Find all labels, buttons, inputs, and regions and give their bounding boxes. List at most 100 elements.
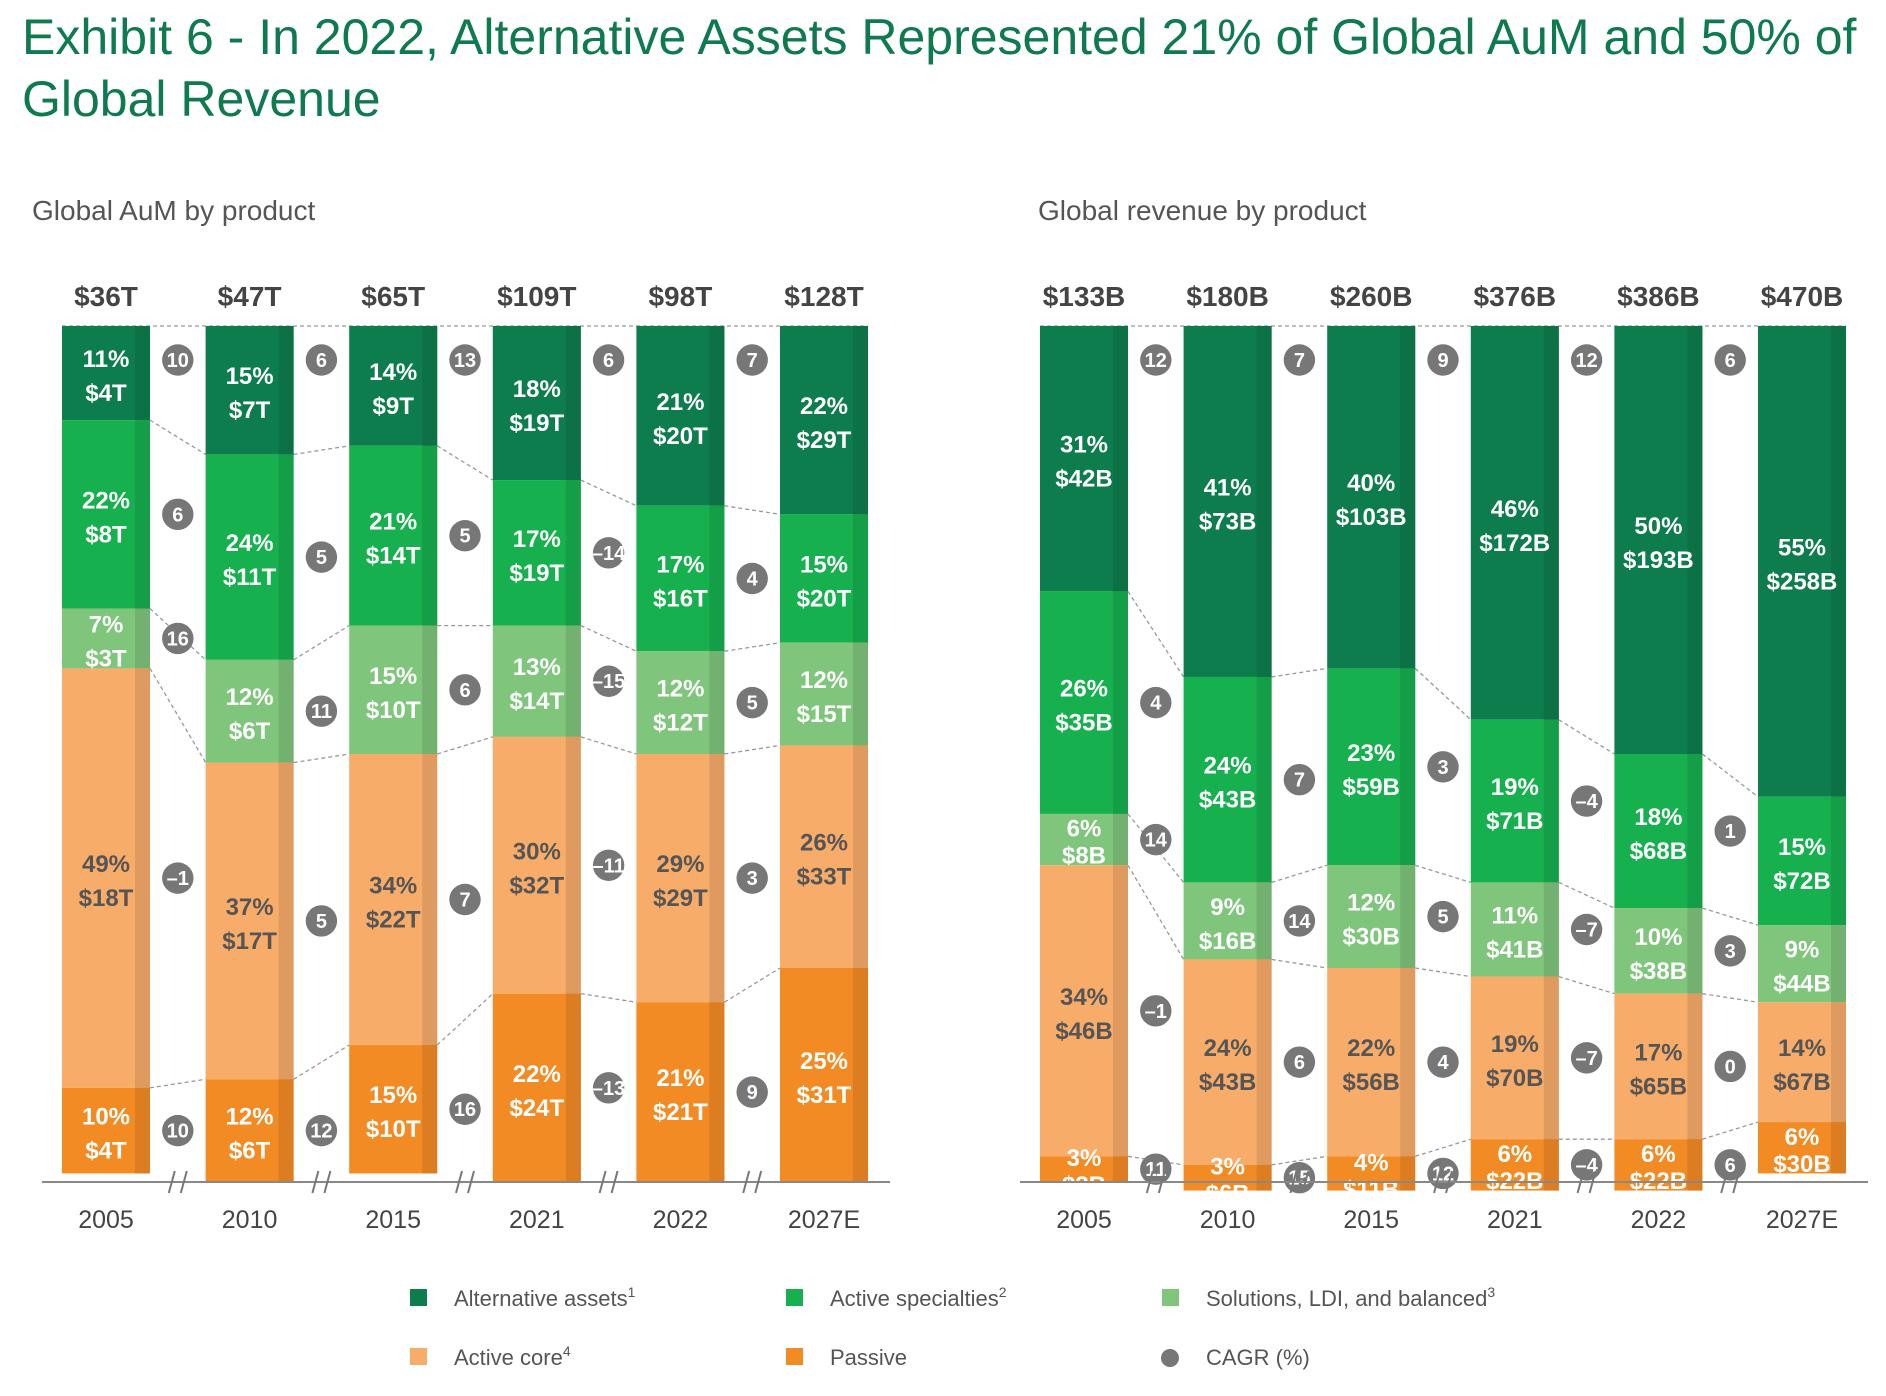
segment-share-label: 4% (1354, 1149, 1389, 1176)
cagr-label: –1 (167, 868, 189, 890)
cagr-label: 5 (316, 547, 327, 569)
bar-segment-shade (1831, 1002, 1846, 1123)
segment-share-label: 40% (1347, 470, 1395, 497)
segment-value-label: $10T (366, 1116, 421, 1143)
axis-break-mark (1576, 1170, 1585, 1194)
legend-swatch-solutions (1162, 1289, 1179, 1306)
segment-share-label: 50% (1634, 513, 1682, 540)
segment-share-label: 14% (369, 359, 417, 386)
segment-value-label: $65B (1630, 1073, 1687, 1100)
segment-value-label: $32T (509, 872, 564, 899)
bar-segment-shade (1687, 754, 1703, 909)
segment-value-label: $7T (229, 397, 271, 424)
cagr-circle (592, 537, 625, 569)
bar-segment-shade (135, 608, 150, 669)
segment-value-label: $6B (1206, 1181, 1250, 1208)
segment-value-label: $20T (797, 586, 852, 613)
segment-value-label: $4T (85, 380, 127, 407)
cagr-label: 3 (1725, 941, 1736, 963)
cagr-label: –13 (592, 1078, 625, 1100)
segment-share-label: 34% (369, 873, 417, 900)
bar-segment-shade (1400, 968, 1416, 1157)
bar-segment-shade (565, 625, 581, 737)
segment-share-label: 31% (1060, 432, 1108, 459)
axis-break-mark (598, 1170, 607, 1194)
cagr-circle (736, 862, 768, 894)
segment-value-label: $19T (509, 410, 564, 437)
segment-share-label: 17% (1634, 1039, 1682, 1066)
bar-segment-shade (1543, 1139, 1559, 1191)
axis-break-mark (323, 1170, 332, 1194)
segment-value-label: $8T (85, 521, 127, 548)
segment-share-label: 12% (1347, 890, 1395, 917)
bar-segment-shade (1256, 676, 1272, 883)
axis-break-mark (1445, 1170, 1453, 1194)
axis-break-mark (467, 1170, 475, 1194)
bar-segment-shade (1543, 882, 1559, 977)
bar-segment-shade (278, 454, 294, 660)
bar-total-label: $128T (784, 281, 863, 312)
cagr-circle (1140, 686, 1172, 719)
connector-line (580, 479, 637, 507)
connector-line (293, 753, 350, 764)
bar-segment-shade (422, 625, 438, 754)
chart-panels: Global AuM by product $36T 11% $4T 22% $8T 7% $… (32, 195, 1868, 1234)
bar-segment-shade (1687, 326, 1703, 754)
cagr-label: 7 (747, 350, 758, 372)
segment-share-label: 41% (1204, 474, 1252, 501)
cagr-circle (736, 562, 768, 595)
connector-line (293, 625, 350, 661)
segment-share-label: 11% (83, 346, 130, 373)
axis-break-mark (610, 1170, 619, 1194)
cagr-label: 6 (603, 350, 614, 372)
bar-segment-shade (135, 326, 150, 421)
segment-value-label: $16B (1199, 928, 1256, 955)
cagr-label: 4 (1437, 1052, 1449, 1074)
bar-segment-shade (422, 326, 438, 446)
segment-share-label: 6% (1067, 816, 1102, 843)
segment-share-label: 15% (226, 363, 274, 390)
axis-break-mark (167, 1170, 176, 1194)
cagr-circle (162, 344, 194, 376)
bar-segment-shade (565, 736, 581, 994)
bar-segment-shade (1831, 796, 1846, 926)
bar-segment-shade (1400, 865, 1416, 968)
axis-break-mark (311, 1170, 320, 1194)
segment-value-label: $43B (1199, 787, 1256, 814)
segment-value-label: $3T (85, 645, 127, 672)
segment-value-label: $29T (797, 427, 852, 454)
cagr-label: 16 (454, 1099, 476, 1121)
connector-line (436, 445, 494, 481)
bar-segment-shade (278, 659, 294, 763)
cagr-label: 1 (1725, 821, 1736, 843)
x-tick-label: 2010 (222, 1206, 278, 1234)
x-tick-label: 2022 (1631, 1206, 1687, 1234)
cagr-label: 6 (316, 350, 327, 372)
segment-share-label: 15% (369, 1082, 417, 1109)
segment-value-label: $10T (366, 697, 421, 724)
cagr-circle (162, 862, 194, 894)
segment-value-label: $68B (1630, 838, 1687, 865)
cagr-label: –7 (1575, 1048, 1597, 1070)
legend-label-passive: Passive (830, 1345, 907, 1370)
bar-segment-shade (709, 326, 725, 506)
cagr-label: –7 (1575, 919, 1597, 941)
cagr-circle (449, 520, 481, 552)
cagr-circle (162, 498, 194, 531)
segment-share-label: 55% (1778, 534, 1826, 561)
cagr-label: 7 (1294, 350, 1305, 372)
axis-break-mark (1720, 1170, 1729, 1194)
cagr-circle (1570, 913, 1603, 946)
segment-value-label: $42B (1055, 466, 1112, 493)
segment-value-label: $16T (653, 586, 708, 613)
panel-2: Global revenue by product $133B 31% $42B 26%… (1020, 195, 1868, 1234)
cagr-label: 3 (1437, 757, 1448, 779)
cagr-circle (305, 905, 338, 937)
legend-swatch-cagr (1161, 1349, 1179, 1367)
bar-segment-shade (135, 1087, 150, 1174)
cagr-circle (449, 674, 481, 706)
connector-line (1558, 719, 1615, 755)
segment-share-label: 22% (800, 393, 848, 420)
cagr-circle (592, 344, 625, 376)
bar-segment-shade (1113, 813, 1128, 866)
